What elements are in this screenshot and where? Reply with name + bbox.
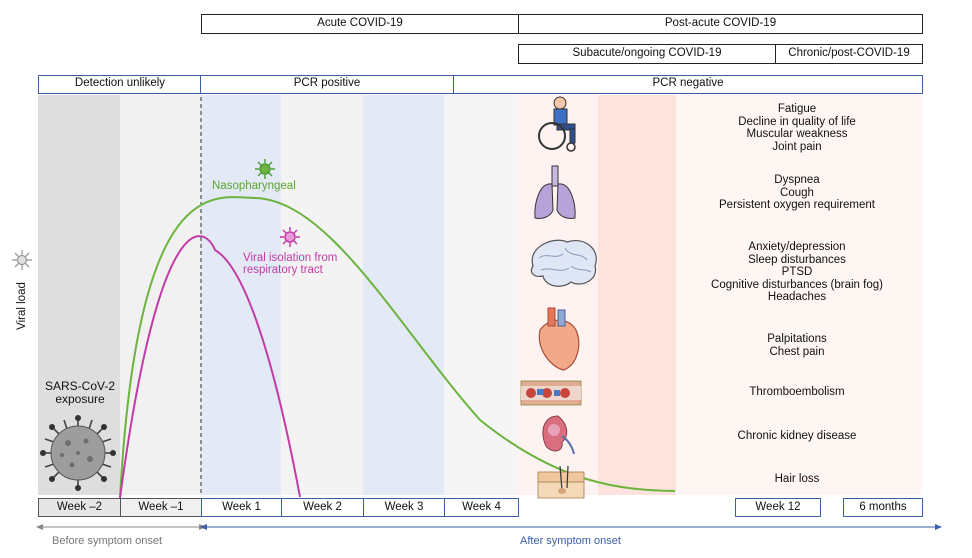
symptom: Palpitations [767, 333, 827, 345]
exposure-label: SARS-CoV-2 exposure [40, 380, 120, 406]
before-symptom-onset-label: Before symptom onset [52, 535, 163, 547]
pcr-negative: PCR negative [453, 75, 923, 94]
viral-isolation-label: Viral isolation from respiratory tract [243, 252, 337, 276]
week-box-3: Week 3 [363, 498, 445, 517]
symptoms-general: Fatigue Decline in quality of life Muscu… [672, 103, 922, 153]
after-symptom-onset-label: After symptom onset [520, 535, 621, 547]
band-week4 [444, 95, 518, 495]
symptom: Cough [780, 186, 814, 199]
week-box-4: Week 4 [444, 498, 519, 517]
week-box-2: Week 2 [281, 498, 364, 517]
phase-acute: Acute COVID-19 [201, 14, 519, 34]
nasopharyngeal-virus-icon [255, 159, 275, 179]
symptom: Muscular weakness [746, 128, 848, 140]
band-week1 [201, 95, 281, 495]
symptom: Thromboembolism [749, 386, 845, 398]
viral-isolation-label-line1: Viral isolation from [243, 252, 338, 264]
symptom: Chest pain [769, 345, 825, 358]
nasopharyngeal-curve [119, 196, 676, 499]
week-box-minus1: Week –1 [120, 498, 202, 517]
lungs-icon [534, 165, 576, 219]
phase-subacute: Subacute/ongoing COVID-19 [518, 44, 776, 64]
symptom: Joint pain [772, 140, 822, 153]
exposure-label-line2: exposure [55, 392, 105, 406]
phase-post-acute: Post-acute COVID-19 [518, 14, 923, 34]
band-week3 [363, 95, 444, 495]
heart-icon [538, 307, 580, 371]
week-box-1: Week 1 [201, 498, 282, 517]
symptom: Cognitive disturbances (brain fog) [711, 278, 883, 291]
symptom: Anxiety/depression [748, 241, 846, 253]
symptom: Chronic kidney disease [737, 430, 857, 442]
band-week2 [281, 95, 363, 495]
symptom: Dyspnea [774, 174, 820, 186]
symptoms-cardiac: Palpitations Chest pain [672, 333, 922, 358]
sars-cov-2-particle-icon [40, 415, 116, 491]
symptom: PTSD [781, 266, 813, 278]
symptom: Persistent oxygen requirement [719, 199, 875, 211]
symptoms-pulmonary: Dyspnea Cough Persistent oxygen requirem… [672, 174, 922, 212]
skin-hair-icon [537, 465, 585, 499]
week-box-6-months: 6 months [843, 498, 923, 517]
viral-isolation-curve [119, 235, 301, 499]
symptom: Decline in quality of life [738, 115, 856, 128]
pcr-positive: PCR positive [200, 75, 454, 94]
symptoms-vascular: Thromboembolism [672, 386, 922, 399]
blood-vessel-icon [520, 380, 582, 406]
wheelchair-person-icon [538, 96, 576, 152]
symptom: Hair loss [774, 473, 820, 485]
phase-chronic: Chronic/post-COVID-19 [775, 44, 923, 64]
virus-icon-yaxis [12, 250, 32, 270]
viral-isolation-label-line2: respiratory tract [243, 264, 323, 276]
symptom: Fatigue [777, 103, 817, 115]
brain-icon [530, 239, 597, 287]
symptoms-skin: Hair loss [672, 473, 922, 486]
kidney-icon [542, 415, 575, 455]
nasopharyngeal-label: Nasopharyngeal [212, 180, 296, 192]
symptom: Sleep disturbances [748, 253, 846, 266]
after-onset-arrow [200, 524, 942, 530]
week-box-12: Week 12 [735, 498, 821, 517]
exposure-label-line1: SARS-CoV-2 [44, 379, 116, 393]
pcr-detection-unlikely: Detection unlikely [38, 75, 202, 94]
viral-isolation-virus-icon [280, 227, 300, 247]
symptom: Headaches [767, 291, 827, 303]
band-chronic [676, 95, 922, 495]
band-subacute-2 [598, 95, 676, 495]
before-onset-arrow [36, 524, 206, 530]
symptoms-renal: Chronic kidney disease [672, 430, 922, 443]
symptom-onset-line [200, 76, 202, 496]
symptoms-neuro: Anxiety/depression Sleep disturbances PT… [672, 241, 922, 304]
week-box-minus2: Week –2 [38, 498, 121, 517]
